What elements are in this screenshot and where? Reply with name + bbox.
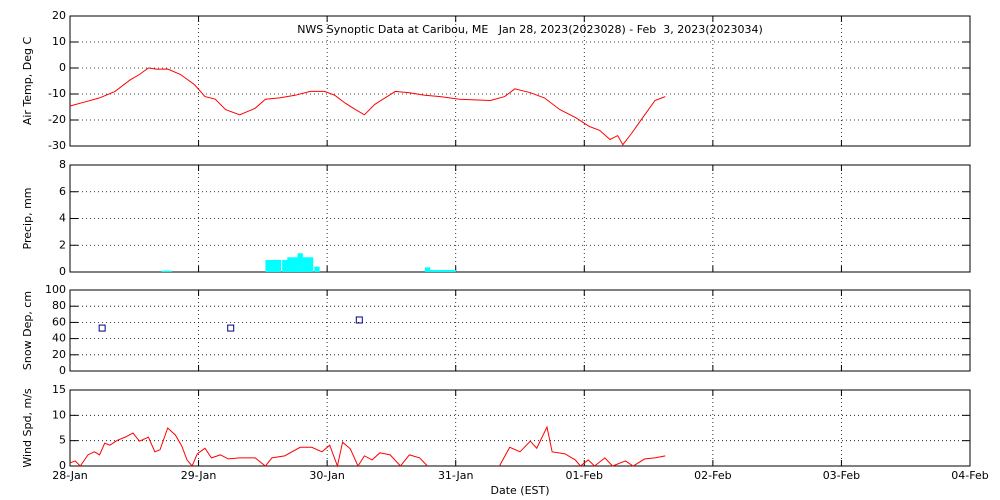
bar bbox=[307, 257, 314, 272]
bar bbox=[445, 269, 451, 272]
y-tick-label: -10 bbox=[48, 87, 66, 100]
bar bbox=[435, 269, 441, 272]
bar bbox=[166, 270, 172, 272]
bar bbox=[440, 269, 446, 272]
chart-title: NWS Synoptic Data at Caribou, ME Jan 28,… bbox=[297, 23, 763, 36]
bar bbox=[450, 269, 456, 272]
data-line bbox=[69, 67, 666, 146]
y-axis-label: Precip, mm bbox=[21, 188, 34, 250]
bar bbox=[292, 257, 298, 272]
y-tick-label: 8 bbox=[59, 158, 66, 171]
plot-frame bbox=[69, 15, 971, 147]
bar bbox=[265, 259, 271, 272]
x-axis-label: Date (EST) bbox=[490, 484, 549, 497]
y-tick-label: 100 bbox=[45, 283, 66, 296]
y-tick-label: 20 bbox=[52, 9, 66, 22]
data-line bbox=[69, 427, 428, 468]
plot-frame bbox=[69, 389, 971, 467]
y-tick-label: 10 bbox=[52, 35, 66, 48]
y-tick-label: 40 bbox=[52, 332, 66, 345]
y-tick-label: 6 bbox=[59, 185, 66, 198]
y-tick-label: -20 bbox=[48, 113, 66, 126]
y-tick-label: 4 bbox=[59, 212, 66, 225]
y-axis-label: Air Temp, Deg C bbox=[21, 37, 34, 126]
bar bbox=[314, 266, 320, 272]
x-tick-label: 31-Jan bbox=[438, 469, 474, 482]
x-tick-label: 03-Feb bbox=[823, 469, 860, 482]
x-tick-label: 04-Feb bbox=[951, 469, 988, 482]
bar bbox=[297, 253, 303, 272]
bar bbox=[282, 259, 288, 272]
bar bbox=[424, 267, 431, 272]
y-tick-label: 0 bbox=[59, 364, 66, 377]
y-tick-label: 15 bbox=[52, 383, 66, 396]
bar bbox=[161, 270, 167, 272]
y-tick-label: 2 bbox=[59, 238, 66, 251]
bar bbox=[287, 257, 293, 272]
plot-frame bbox=[69, 289, 971, 372]
x-tick-label: 30-Jan bbox=[309, 469, 345, 482]
y-tick-label: 0 bbox=[59, 265, 66, 278]
x-tick-label: 02-Feb bbox=[694, 469, 731, 482]
x-tick-label: 29-Jan bbox=[181, 469, 217, 482]
bar bbox=[275, 259, 282, 272]
data-line bbox=[498, 425, 666, 467]
bar bbox=[430, 269, 436, 272]
y-tick-label: 0 bbox=[59, 459, 66, 472]
y-tick-label: -30 bbox=[48, 139, 66, 152]
y-axis-label: Snow Dep, cm bbox=[21, 291, 34, 370]
y-tick-label: 10 bbox=[52, 408, 66, 421]
bar bbox=[302, 257, 309, 272]
point bbox=[98, 324, 106, 332]
x-tick-label: 28-Jan bbox=[52, 469, 88, 482]
point bbox=[227, 324, 235, 332]
y-tick-label: 5 bbox=[59, 434, 66, 447]
y-axis-label: Wind Spd, m/s bbox=[21, 388, 34, 468]
x-tick-label: 01-Feb bbox=[566, 469, 603, 482]
y-tick-label: 0 bbox=[59, 61, 66, 74]
y-tick-label: 20 bbox=[52, 348, 66, 361]
y-tick-label: 80 bbox=[52, 299, 66, 312]
bar bbox=[270, 259, 276, 272]
plot-frame bbox=[69, 164, 971, 273]
point bbox=[355, 316, 363, 324]
y-tick-label: 60 bbox=[52, 315, 66, 328]
